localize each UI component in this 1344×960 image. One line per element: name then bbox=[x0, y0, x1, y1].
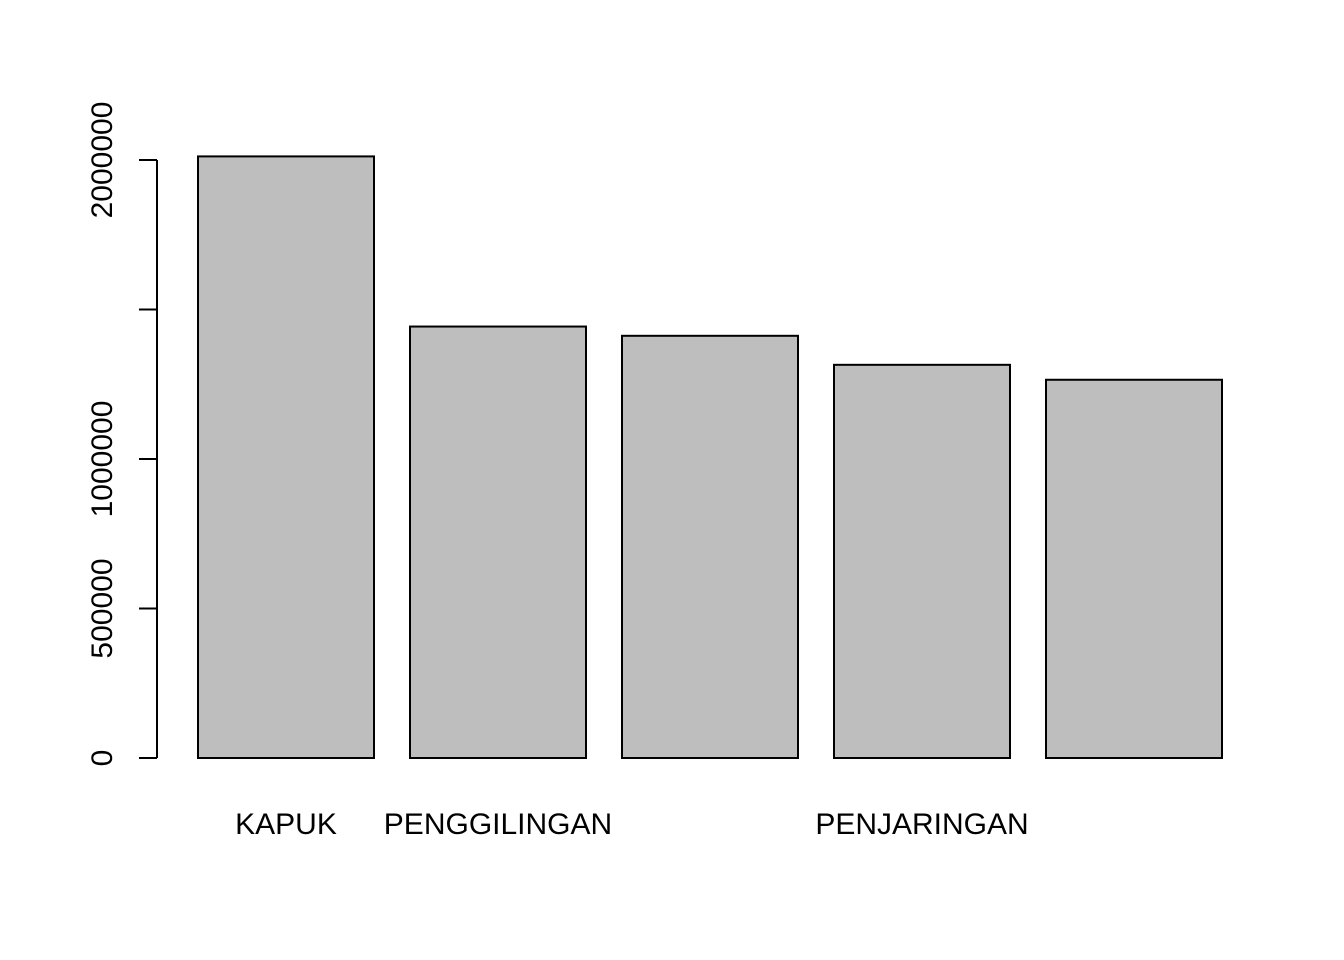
y-axis: 0 500000 1000000 2000000 bbox=[86, 102, 158, 767]
bars bbox=[197, 155, 1223, 760]
bar-2 bbox=[409, 325, 587, 759]
x-category-label: PENJARINGAN bbox=[815, 808, 1028, 841]
bar-5 bbox=[1045, 378, 1223, 759]
y-tick-label: 0 bbox=[86, 750, 119, 767]
x-axis-labels: KAPUK PENGGILINGAN PENJARINGAN bbox=[235, 808, 1029, 841]
bar-3 bbox=[621, 334, 799, 759]
y-tick-label: 1000000 bbox=[86, 401, 119, 518]
bar-4 bbox=[833, 363, 1011, 759]
y-tick-label: 2000000 bbox=[86, 102, 119, 219]
bar-1 bbox=[197, 155, 375, 760]
x-category-label: PENGGILINGAN bbox=[384, 808, 612, 841]
x-category-label: KAPUK bbox=[235, 808, 337, 841]
y-tick-label: 500000 bbox=[86, 558, 119, 658]
